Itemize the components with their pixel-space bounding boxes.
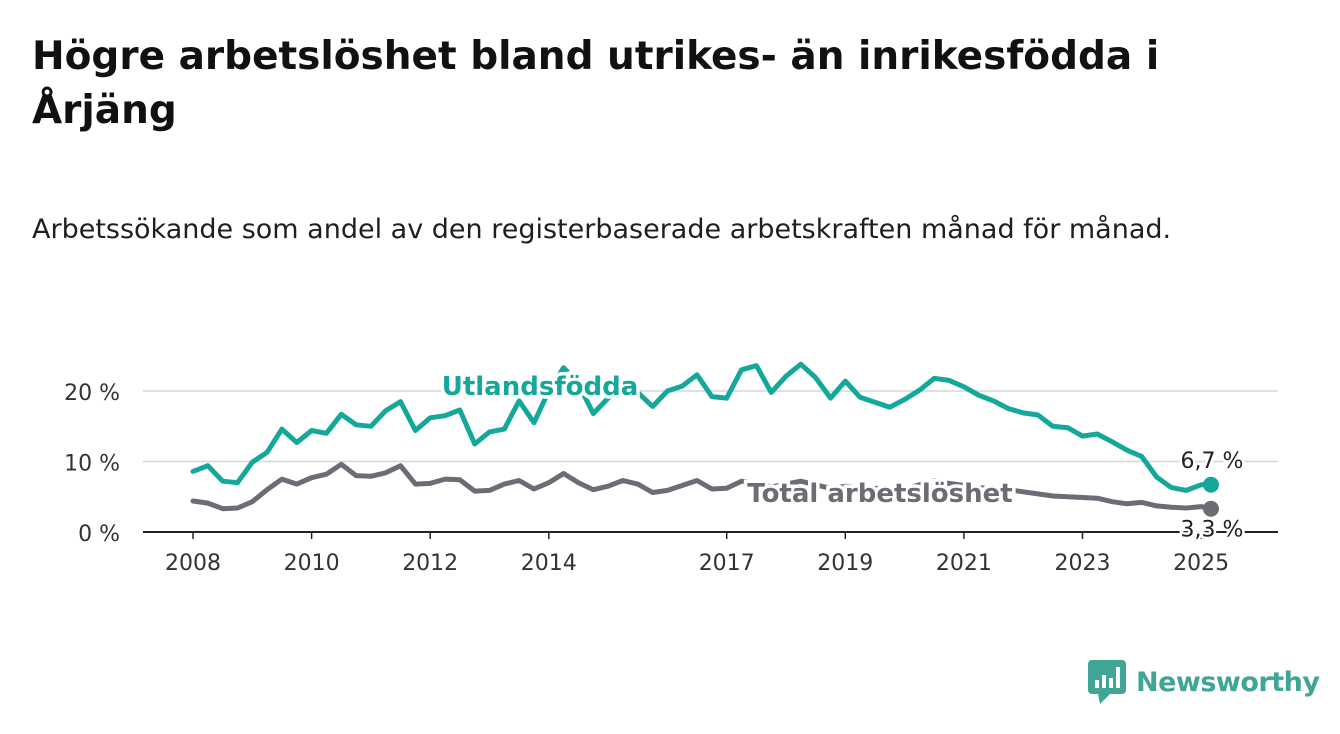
x-tick-label: 2010 <box>284 551 340 576</box>
x-tick-label: 2008 <box>165 551 221 576</box>
chart-title: Högre arbetslöshet bland utrikes- än inr… <box>32 34 1160 133</box>
series-line-utlandsfodda <box>190 361 1214 493</box>
axes: 0 % 10 % 20 % 2008 2010 2012 2014 2017 2019 2021 2… <box>64 381 1278 576</box>
end-value-label: 3,3 % <box>1181 518 1244 543</box>
grid-lines <box>143 390 1278 463</box>
x-tick-label: 2012 <box>402 551 458 576</box>
series-endpoint-utlandsfodda <box>1202 476 1219 493</box>
bar-chart-logo-icon <box>1088 660 1126 704</box>
x-tick-label: 2023 <box>1055 551 1111 576</box>
end-value-label: 6,7 % <box>1181 449 1244 474</box>
x-tick-label: 2019 <box>817 551 873 576</box>
series-labels: 6,7 % 3,3 % Utlandsfödda Total arbetslöshet <box>438 369 1246 546</box>
y-tick-label: 20 % <box>64 381 120 406</box>
chart-subtitle: Arbetssökande som andel av den registerb… <box>32 214 1172 245</box>
brand-name: Newsworthy <box>1136 666 1320 698</box>
line-chart: 0 % 10 % 20 % 2008 2010 2012 2014 2017 2019 2021 2… <box>64 361 1278 576</box>
y-tick-label: 10 % <box>64 452 120 477</box>
series-name-label: Utlandsfödda <box>442 372 639 402</box>
x-tick-label: 2021 <box>936 551 992 576</box>
x-tick-label: 2025 <box>1173 551 1229 576</box>
x-tick-label: 2017 <box>699 551 755 576</box>
series-endpoint-total <box>1202 500 1219 517</box>
newsworthy-logo[interactable]: Newsworthy <box>1088 660 1320 704</box>
series-name-label: Total arbetslöshet <box>747 479 1012 509</box>
series-lines <box>190 361 1219 517</box>
x-tick-label: 2014 <box>521 551 577 576</box>
series-line-total <box>190 461 1214 512</box>
y-tick-label: 0 % <box>78 522 120 547</box>
